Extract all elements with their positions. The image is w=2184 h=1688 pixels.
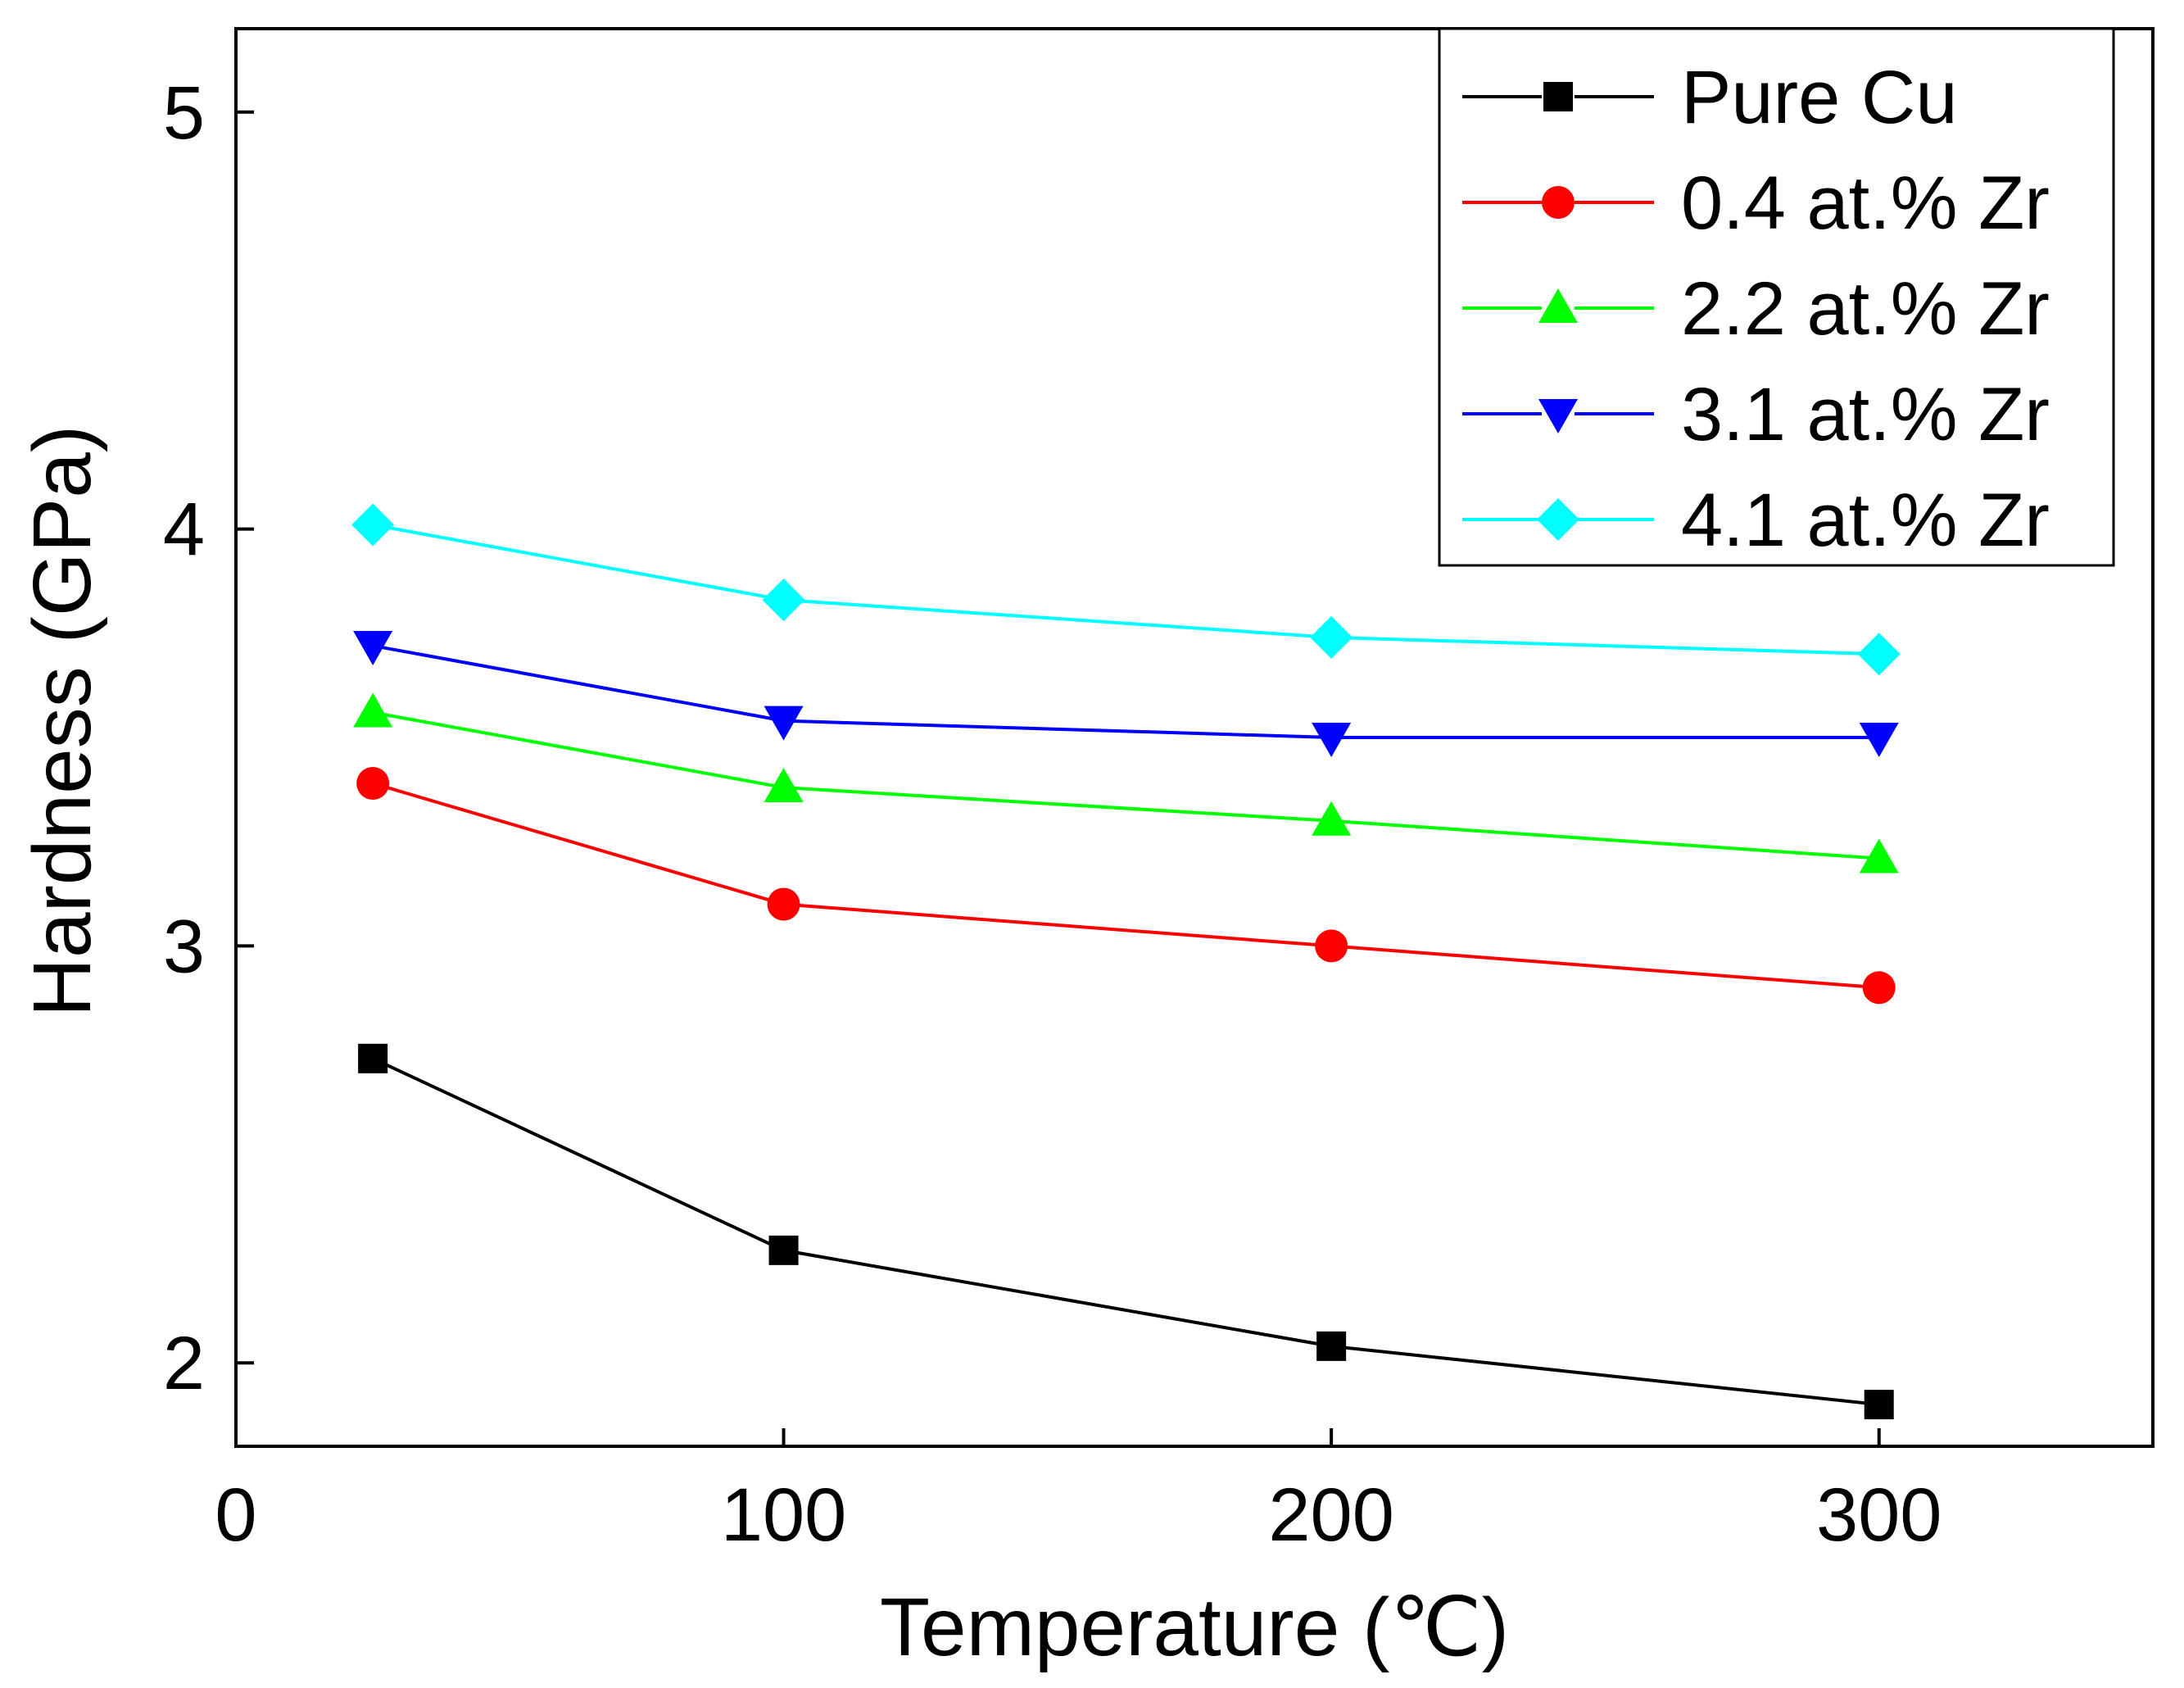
data-point	[1315, 929, 1348, 963]
legend-label: 4.1 at.% Zr	[1681, 479, 2050, 562]
series-line	[372, 782, 1879, 990]
data-point	[763, 706, 804, 741]
series-3	[353, 631, 1899, 757]
data-point	[358, 1043, 388, 1073]
series-2	[353, 692, 1899, 873]
x-tick-label: 0	[215, 1473, 256, 1557]
y-tick-label: 4	[163, 488, 205, 572]
series-line	[372, 710, 1879, 860]
y-axis-ticks: 2 3 4 5	[163, 71, 254, 1405]
series-layer	[351, 503, 1901, 1420]
data-point	[1316, 1331, 1347, 1361]
x-tick-label: 100	[721, 1473, 847, 1557]
data-point	[353, 631, 393, 666]
legend-marker	[1537, 498, 1579, 541]
legend-marker	[1538, 288, 1578, 323]
x-axis-ticks: 0 100 200 300	[215, 1428, 1942, 1557]
x-tick-label: 200	[1268, 1473, 1394, 1557]
data-point	[1862, 971, 1896, 1005]
legend-item: Pure Cu	[1462, 56, 1958, 139]
x-tick-label: 300	[1816, 1473, 1942, 1557]
legend-item: 0.4 at.% Zr	[1462, 161, 2050, 245]
data-point	[763, 768, 804, 803]
series-0	[358, 1043, 1894, 1420]
legend-marker	[1543, 82, 1573, 111]
plot-frame	[234, 27, 2155, 1448]
series-line	[372, 644, 1879, 739]
series-line	[372, 1056, 1879, 1407]
legend-item: 2.2 at.% Zr	[1462, 267, 2050, 351]
data-point	[351, 503, 395, 547]
data-point	[356, 766, 390, 800]
y-axis-title: Hardness (GPa)	[16, 425, 108, 1017]
legend-item: 4.1 at.% Zr	[1462, 479, 2050, 562]
legend: Pure Cu 0.4 at.% Zr 2.2 at.% Zr 3.1 at.% Zr…	[1438, 27, 2115, 567]
data-point	[1310, 615, 1353, 659]
data-point	[1312, 801, 1352, 836]
x-axis-title: Temperature (℃)	[880, 1581, 1509, 1673]
legend-label: 0.4 at.% Zr	[1681, 161, 2050, 245]
data-point	[768, 1235, 799, 1265]
y-tick-label: 3	[163, 905, 205, 988]
data-point	[1859, 723, 1899, 757]
legend-label: 2.2 at.% Zr	[1681, 267, 2050, 351]
data-point	[762, 579, 805, 622]
data-point	[1859, 838, 1899, 873]
legend-box	[1438, 27, 2115, 567]
y-tick-label: 5	[163, 71, 205, 155]
legend-label: Pure Cu	[1681, 56, 1958, 139]
data-point	[1857, 633, 1901, 676]
legend-label: 3.1 at.% Zr	[1681, 373, 2050, 456]
data-point	[1864, 1390, 1894, 1420]
data-point	[1312, 723, 1352, 757]
series-line	[372, 523, 1879, 656]
legend-item: 3.1 at.% Zr	[1462, 373, 2050, 456]
series-4	[351, 503, 1901, 676]
legend-marker	[1542, 186, 1575, 219]
series-1	[356, 766, 1896, 1005]
legend-marker	[1538, 399, 1578, 433]
data-point	[767, 887, 800, 921]
y-tick-label: 2	[163, 1322, 205, 1405]
data-point	[353, 692, 393, 728]
